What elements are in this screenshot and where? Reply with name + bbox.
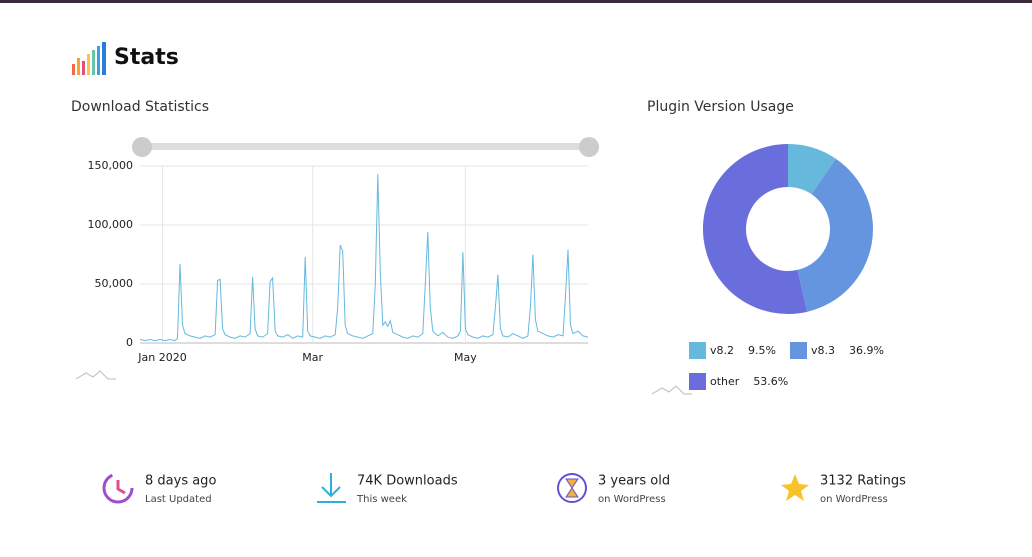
legend-value: 9.5% xyxy=(748,344,776,357)
y-tick-label: 50,000 xyxy=(95,277,134,290)
stat-title: 3132 Ratings xyxy=(820,474,906,489)
chart-icon xyxy=(651,385,692,395)
x-tick-label: Mar xyxy=(302,351,323,364)
stat-title: 74K Downloads xyxy=(357,474,458,489)
y-tick-label: 0 xyxy=(126,336,133,349)
page-title: Stats xyxy=(114,45,179,70)
legend-label: other xyxy=(710,375,740,388)
legend-label: v8.3 xyxy=(811,344,835,357)
legend-label: v8.2 xyxy=(710,344,734,357)
y-tick-label: 150,000 xyxy=(88,159,134,172)
chart-icon xyxy=(75,370,116,380)
y-tick-label: 100,000 xyxy=(88,218,134,231)
stat-subtitle: on WordPress xyxy=(820,494,888,505)
chart-title: Download Statistics xyxy=(71,99,209,115)
x-tick-label: Jan 2020 xyxy=(137,351,186,364)
stat-subtitle: This week xyxy=(356,494,407,505)
x-tick-label: May xyxy=(454,351,477,364)
stat-title: 3 years old xyxy=(598,474,670,489)
stats-icon xyxy=(72,42,106,75)
legend-value: 36.9% xyxy=(849,344,884,357)
legend-value: 53.6% xyxy=(753,375,788,388)
pie-slice xyxy=(788,144,836,195)
line xyxy=(139,174,589,342)
chart-title: Plugin Version Usage xyxy=(647,99,794,115)
stat-subtitle: Last Updated xyxy=(145,494,212,505)
legend-swatch xyxy=(790,342,807,359)
pie-slice xyxy=(702,144,808,314)
stat-title: 8 days ago xyxy=(145,474,216,489)
range-slider[interactable] xyxy=(132,137,599,157)
stat-subtitle: on WordPress xyxy=(598,494,666,505)
top-bar xyxy=(0,0,1032,3)
legend-swatch xyxy=(689,342,706,359)
stat-icons xyxy=(102,472,809,504)
pie-slice xyxy=(797,158,873,312)
legend-swatch xyxy=(689,373,706,390)
